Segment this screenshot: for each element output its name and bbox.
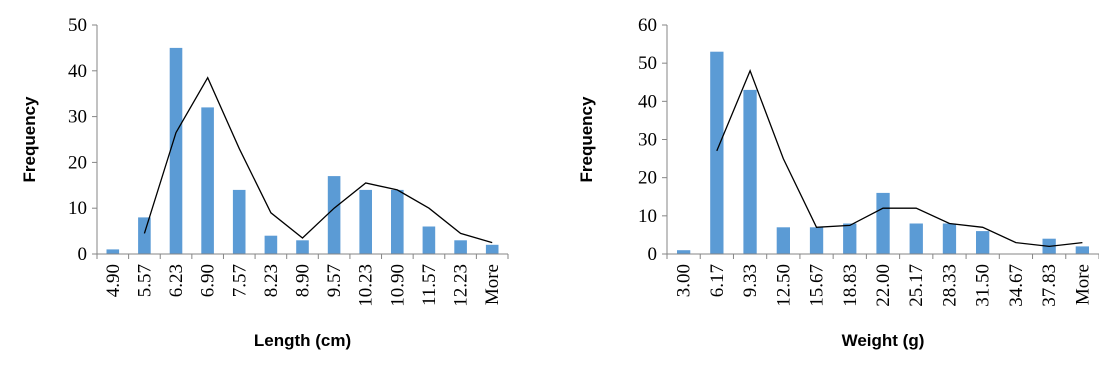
- bar-5.57: [138, 217, 151, 254]
- x-tick-label: 18.83: [840, 264, 861, 307]
- x-tick-label: 9.33: [740, 264, 761, 297]
- trend-line: [143, 76, 493, 244]
- x-tick-label: 37.83: [1039, 264, 1060, 307]
- x-tick-label: 28.33: [939, 264, 960, 307]
- bar-9.57: [327, 176, 341, 254]
- bar-18.83: [843, 223, 857, 254]
- y-axis-title: Frequency: [577, 96, 596, 183]
- y-tick-label: 10: [68, 198, 87, 219]
- x-tick-label: 6.23: [166, 264, 187, 297]
- bar-31.50: [976, 231, 990, 254]
- bar-More: [1075, 246, 1089, 254]
- bar-28.33: [942, 223, 957, 254]
- x-tick-label: 7.57: [229, 264, 250, 297]
- y-tick-label: 30: [638, 130, 657, 151]
- bar-More: [485, 244, 499, 254]
- bar-8.23: [264, 235, 278, 254]
- bar-7.57: [232, 189, 246, 254]
- y-tick-label: 30: [68, 107, 87, 128]
- x-tick-label: 12.23: [451, 264, 472, 307]
- bar-12.50: [776, 227, 790, 254]
- x-tick-label: 4.90: [103, 264, 124, 297]
- bar-6.23: [169, 47, 183, 255]
- bar-22.00: [876, 192, 890, 254]
- bar-15.67: [809, 227, 824, 254]
- bar-4.90: [106, 249, 120, 254]
- x-tick-label: 8.23: [261, 264, 282, 297]
- y-tick-label: 40: [68, 61, 87, 82]
- bar-3.00: [677, 250, 691, 254]
- y-tick-label: 0: [78, 244, 88, 265]
- y-axis-title: Frequency: [20, 96, 39, 183]
- x-tick-label: 15.67: [807, 264, 828, 307]
- y-tick-label: 0: [648, 244, 658, 265]
- x-tick-label: 8.90: [293, 264, 314, 297]
- length-histogram-chart: 0 10 20 30 40 50 4.90 5.57 6.23 6.90 7.57 8.23 8.90 9…: [20, 15, 509, 350]
- weight-histogram-chart: 0 10 20 30 40 50 60 3.00 6.17 9.33 12.50 15.67 18.83…: [577, 15, 1099, 350]
- x-tick-label: 10.90: [387, 264, 408, 307]
- x-tick-label: 11.57: [419, 264, 440, 306]
- y-tick-label: 20: [68, 152, 87, 173]
- x-tick-label: 31.50: [973, 264, 994, 307]
- x-tick-label: 6.17: [707, 264, 728, 297]
- x-tick-label: More: [1072, 264, 1093, 305]
- y-tick-label: 20: [638, 168, 657, 189]
- x-tick-label: 6.90: [198, 264, 219, 297]
- y-tick-label: 60: [638, 15, 657, 36]
- x-axis-title: Weight (g): [842, 331, 925, 350]
- trend-line: [716, 69, 1083, 248]
- bar-6.90: [201, 107, 214, 255]
- y-tick-label: 50: [68, 15, 87, 36]
- x-tick-label: 25.17: [906, 264, 927, 307]
- x-tick-label: 34.67: [1006, 264, 1027, 307]
- bar-9.33: [743, 89, 757, 255]
- bar-10.23: [359, 189, 372, 254]
- y-tick-label: 10: [638, 206, 657, 227]
- bar-12.23: [454, 240, 467, 254]
- x-tick-label: 5.57: [134, 264, 155, 297]
- x-axis-title: Length (cm): [254, 331, 351, 350]
- x-tick-label: 3.00: [674, 264, 695, 297]
- bar-8.90: [296, 240, 309, 254]
- y-tick-label: 50: [638, 53, 657, 74]
- bar-11.57: [422, 226, 436, 254]
- bar-10.90: [391, 189, 404, 254]
- x-tick-label: 12.50: [773, 264, 794, 307]
- x-tick-label: More: [482, 264, 503, 305]
- x-tick-label: 9.57: [324, 264, 345, 297]
- y-tick-label: 40: [638, 91, 657, 112]
- bar-6.17: [710, 51, 724, 255]
- bar-25.17: [909, 223, 923, 254]
- x-tick-label: 10.23: [356, 264, 377, 307]
- x-tick-label: 22.00: [873, 264, 894, 307]
